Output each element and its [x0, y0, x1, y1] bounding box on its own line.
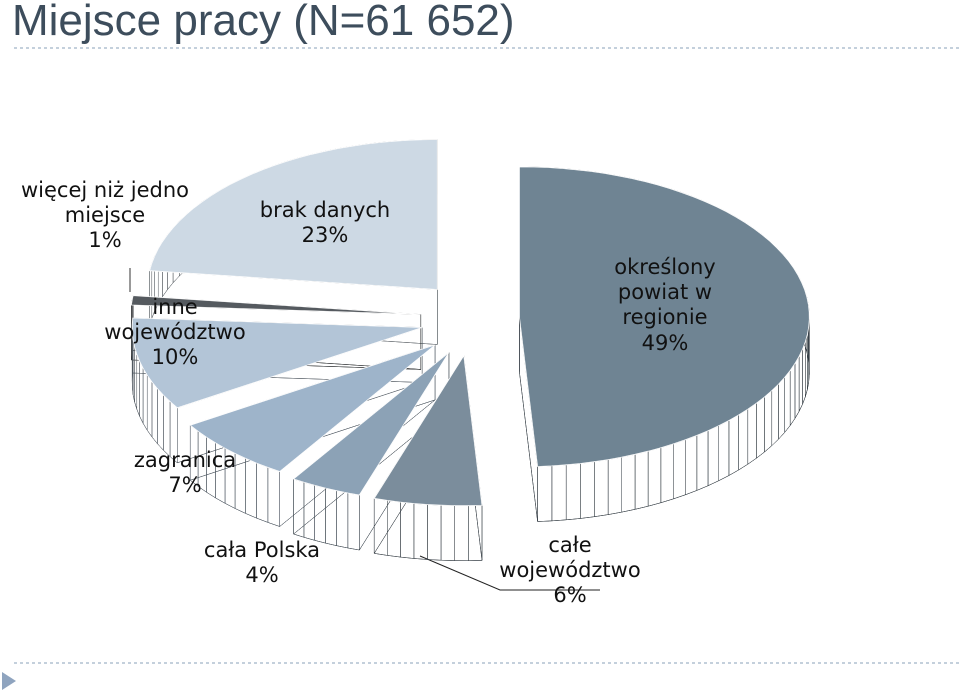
category-label: określony powiat w regionie — [614, 255, 716, 330]
category-label: całe województwo — [499, 533, 641, 583]
slice-label: zagranica 7% — [110, 448, 260, 498]
value-label: 23% — [301, 223, 349, 248]
leader-line — [419, 555, 600, 591]
value-label: 10% — [151, 345, 199, 370]
category-label: inne województwo — [104, 295, 246, 345]
slice — [292, 352, 450, 496]
slice — [130, 295, 421, 315]
slice — [519, 166, 810, 467]
chart-title: Miejsce pracy (N=61 652) — [12, 0, 515, 45]
slice — [149, 139, 438, 290]
value-label: 1% — [88, 228, 122, 253]
category-label: cała Polska — [203, 538, 321, 562]
slice-label: określony powiat w regionie 49% — [585, 255, 745, 356]
category-label: brak danych — [259, 198, 391, 222]
value-label: 7% — [168, 473, 202, 498]
value-label: 4% — [245, 563, 279, 588]
value-label: 49% — [641, 330, 689, 355]
slice — [373, 354, 483, 507]
slice-label: inne województwo 10% — [85, 295, 265, 371]
slice-label: brak danych 23% — [245, 198, 405, 248]
slice — [189, 344, 436, 472]
category-label: więcej niż jedno miejsce — [21, 178, 189, 228]
slice — [131, 317, 423, 409]
bullet — [2, 672, 16, 690]
slice-label: cała Polska 4% — [187, 538, 337, 588]
value-label: 6% — [553, 583, 587, 608]
slice-label: całe województwo 6% — [485, 533, 655, 609]
slice-label: więcej niż jedno miejsce 1% — [15, 178, 195, 254]
category-label: zagranica — [133, 448, 237, 472]
